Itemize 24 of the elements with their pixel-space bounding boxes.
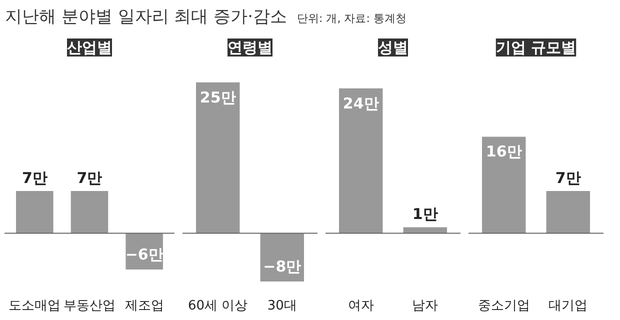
chart-title: 성별 <box>378 38 408 56</box>
text: 단위: 개, 자료: 통계청 <box>297 12 406 25</box>
data-label: −8만 <box>263 258 302 276</box>
chart-title: 연령별 <box>228 38 272 56</box>
data-label: 7만 <box>76 169 102 188</box>
x-tick-label: 여자 <box>348 298 374 314</box>
x-tick-label: 제조업 <box>124 298 164 314</box>
data-label: 16만 <box>486 142 522 161</box>
x-tick-label: 대기업 <box>548 298 588 314</box>
data-label: 7만 <box>555 169 581 188</box>
x-tick-label: 남자 <box>412 298 438 314</box>
x-tick-label: 중소기업 <box>478 298 530 314</box>
data-label: 7만 <box>22 169 48 188</box>
chart-title: 기업 규모별 <box>496 38 576 56</box>
x-tick-label: 도소매업 <box>8 298 61 314</box>
chart-title: 산업별 <box>67 38 112 56</box>
x-tick-label: 30대 <box>267 298 297 314</box>
x-tick-label: 60세 이상 <box>188 298 248 314</box>
chart-subtitle: 지난해 분야별 일자리 최대 증가·감소 <box>5 7 288 27</box>
data-label: 1만 <box>412 205 438 224</box>
x-tick-label: 부동산업 <box>64 298 116 314</box>
data-label: 24만 <box>342 94 379 112</box>
data-label: 25만 <box>200 88 236 106</box>
data-label: −6만 <box>125 245 164 264</box>
